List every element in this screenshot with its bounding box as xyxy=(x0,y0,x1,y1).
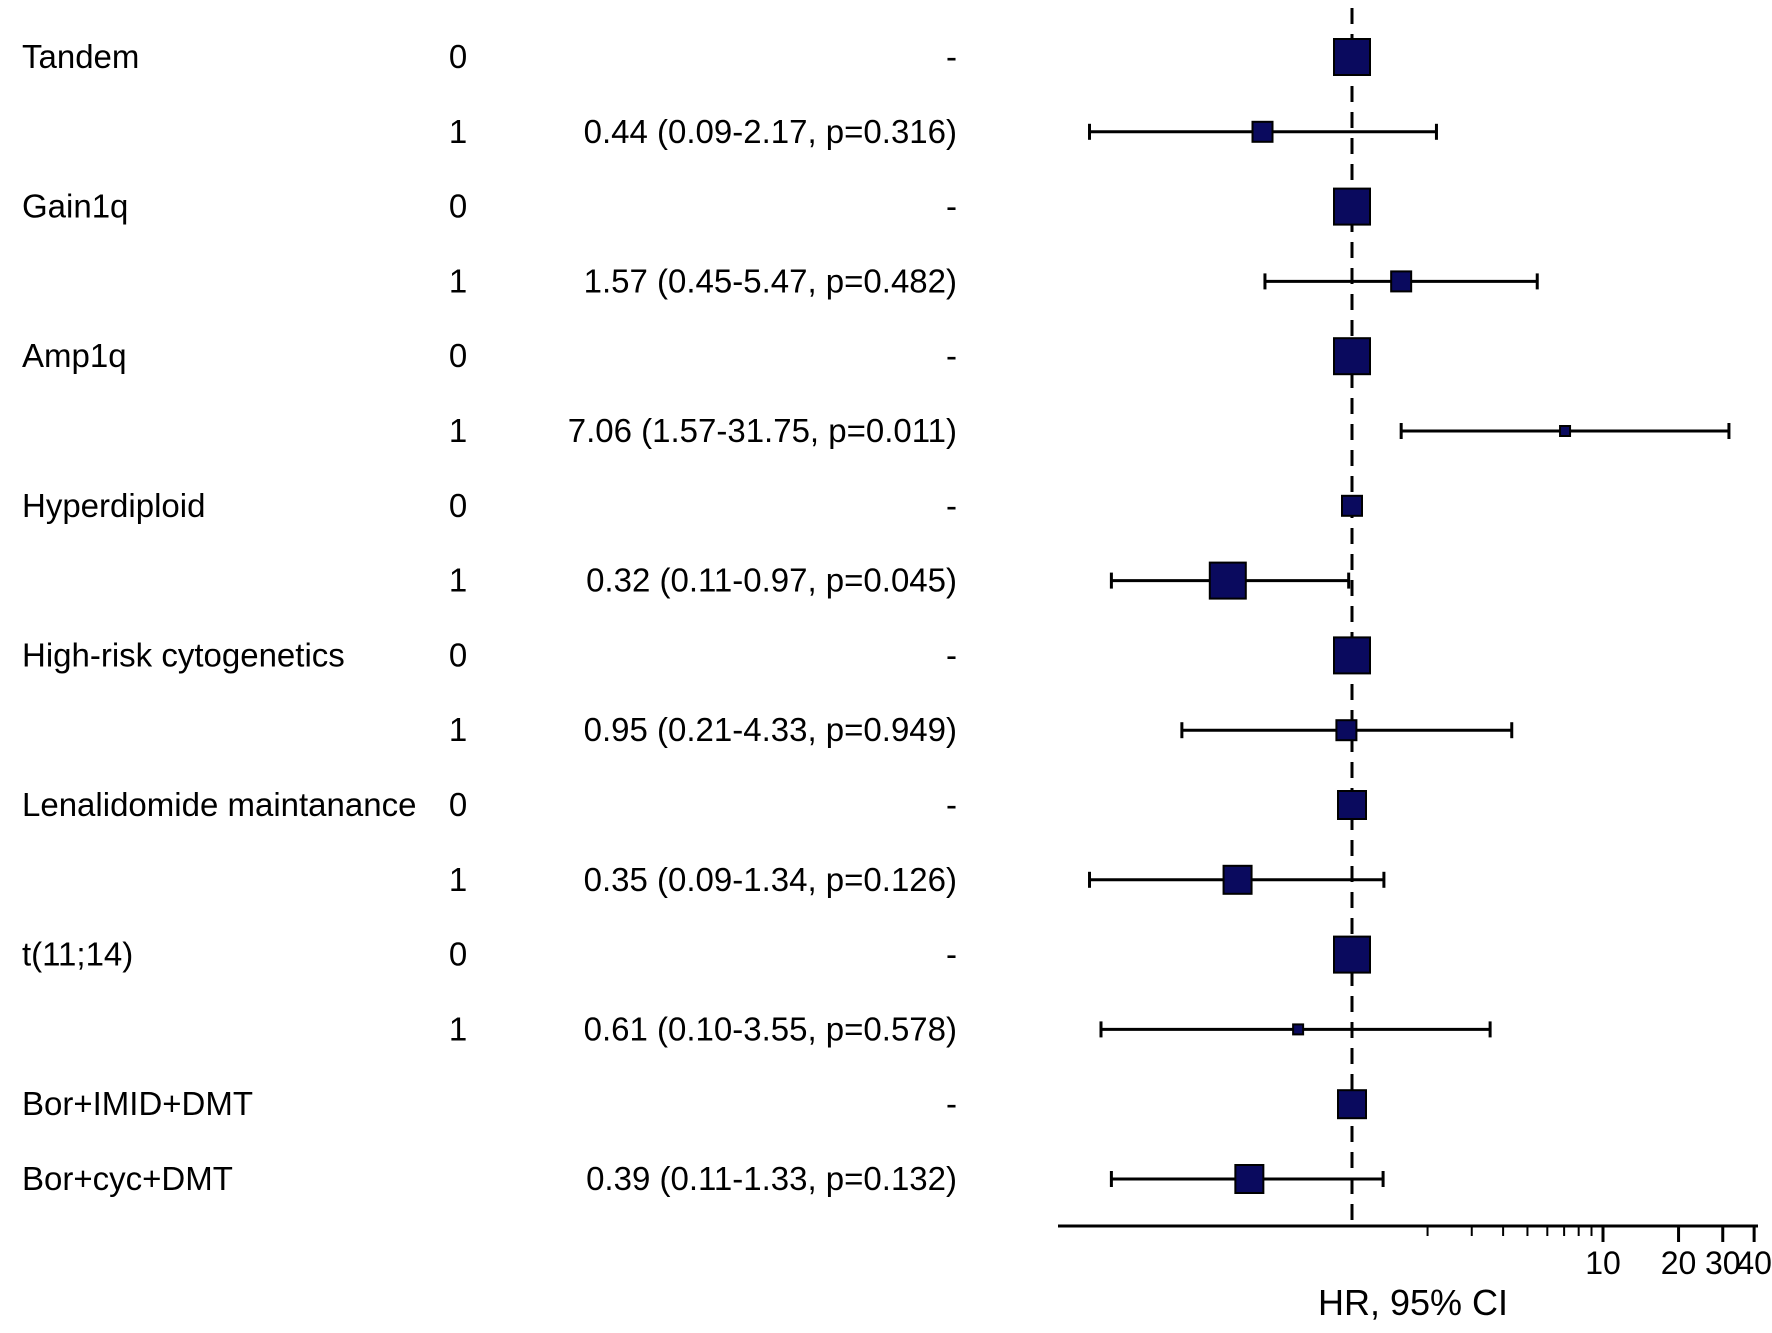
rows: Tandem 0 - 1 0.44 (0.09-2.17, p=0.316) Gain1q… xyxy=(22,38,957,1197)
row-variable-label: Tandem xyxy=(22,38,139,75)
row-level-label: 0 xyxy=(449,786,467,823)
x-axis-title: HR, 95% CI xyxy=(1318,1282,1508,1323)
row-variable-label: Amp1q xyxy=(22,337,127,374)
hr-marker xyxy=(1222,864,1253,895)
hr-marker xyxy=(1292,1023,1305,1036)
row-level-label: 1 xyxy=(449,113,467,150)
row-estimate-text: 0.95 (0.21-4.33, p=0.949) xyxy=(584,711,957,748)
x-tick-label: 20 xyxy=(1661,1245,1697,1281)
row-level-label: 0 xyxy=(449,337,467,374)
row-estimate-text: 0.35 (0.09-1.34, p=0.126) xyxy=(584,861,957,898)
row-level-label: 0 xyxy=(449,487,467,524)
row-estimate-text: - xyxy=(946,337,957,374)
row-estimate-text: 7.06 (1.57-31.75, p=0.011) xyxy=(568,412,957,449)
row-level-label: 1 xyxy=(449,412,467,449)
hr-marker xyxy=(1333,337,1371,376)
row-estimate-text: - xyxy=(946,188,957,225)
hr-marker xyxy=(1559,425,1572,437)
row-estimate-text: 0.44 (0.09-2.17, p=0.316) xyxy=(584,113,957,150)
row-level-label: 1 xyxy=(449,711,467,748)
row-level-label: 1 xyxy=(449,1010,467,1047)
row-estimate-text: - xyxy=(946,636,957,673)
x-tick-label: 30 xyxy=(1705,1245,1741,1281)
row-level-label: 0 xyxy=(449,936,467,973)
row-estimate-text: 1.57 (0.45-5.47, p=0.482) xyxy=(584,262,957,299)
row-variable-label: t(11;14) xyxy=(22,936,133,973)
hr-marker xyxy=(1337,790,1367,820)
row-variable-label: Hyperdiploid xyxy=(22,487,205,524)
hr-marker xyxy=(1333,935,1371,974)
x-tick-label: 40 xyxy=(1736,1245,1772,1281)
hr-marker xyxy=(1390,270,1413,293)
plot-area xyxy=(1088,8,1731,1226)
hr-marker xyxy=(1333,187,1371,226)
x-tick-label: 10 xyxy=(1585,1245,1621,1281)
row-variable-label: Gain1q xyxy=(22,188,128,225)
row-variable-label: Bor+IMID+DMT xyxy=(22,1085,253,1122)
hr-marker xyxy=(1333,636,1371,675)
row-level-label: 0 xyxy=(449,38,467,75)
row-estimate-text: 0.39 (0.11-1.33, p=0.132) xyxy=(586,1160,957,1197)
row-estimate-text: - xyxy=(946,1085,957,1122)
row-estimate-text: 0.61 (0.10-3.55, p=0.578) xyxy=(584,1010,957,1047)
hr-marker xyxy=(1208,561,1247,600)
row-estimate-text: - xyxy=(946,38,957,75)
hr-marker xyxy=(1337,1089,1367,1120)
row-level-label: 0 xyxy=(449,636,467,673)
row-variable-label: Lenalidomide maintanance xyxy=(22,786,416,823)
row-level-label: 0 xyxy=(449,188,467,225)
hr-marker xyxy=(1251,120,1274,143)
row-estimate-text: 0.32 (0.11-0.97, p=0.045) xyxy=(586,562,957,599)
row-variable-label: High-risk cytogenetics xyxy=(22,636,345,673)
row-estimate-text: - xyxy=(946,786,957,823)
row-level-label: 1 xyxy=(449,262,467,299)
hr-marker xyxy=(1234,1164,1265,1194)
row-level-label: 1 xyxy=(449,562,467,599)
row-estimate-text: - xyxy=(946,936,957,973)
hr-marker xyxy=(1341,494,1363,517)
row-level-label: 1 xyxy=(449,861,467,898)
hr-marker xyxy=(1333,38,1371,76)
row-variable-label: Bor+cyc+DMT xyxy=(22,1160,233,1197)
row-estimate-text: - xyxy=(946,487,957,524)
hr-marker xyxy=(1335,719,1358,742)
